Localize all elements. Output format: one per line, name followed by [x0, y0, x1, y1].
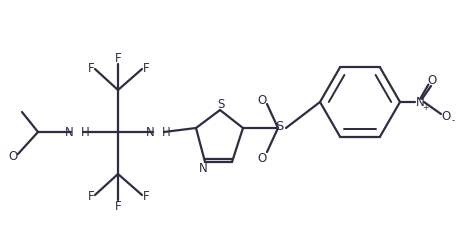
Text: N: N: [146, 126, 155, 139]
Text: H: H: [162, 126, 171, 139]
Text: N: N: [65, 126, 74, 139]
Text: F: F: [115, 52, 121, 65]
Text: N: N: [416, 96, 425, 109]
Text: O: O: [257, 151, 267, 164]
Text: S: S: [217, 97, 225, 110]
Text: S: S: [275, 120, 283, 133]
Text: F: F: [143, 190, 149, 203]
Text: F: F: [143, 62, 149, 75]
Text: F: F: [88, 62, 94, 75]
Text: N: N: [198, 162, 207, 175]
Text: O: O: [427, 74, 437, 87]
Text: F: F: [115, 200, 121, 213]
Text: +: +: [422, 102, 428, 111]
Text: O: O: [257, 93, 267, 106]
Text: O: O: [8, 149, 18, 162]
Text: H: H: [81, 126, 90, 139]
Text: -: -: [452, 116, 455, 125]
Text: O: O: [441, 110, 451, 123]
Text: F: F: [88, 190, 94, 203]
